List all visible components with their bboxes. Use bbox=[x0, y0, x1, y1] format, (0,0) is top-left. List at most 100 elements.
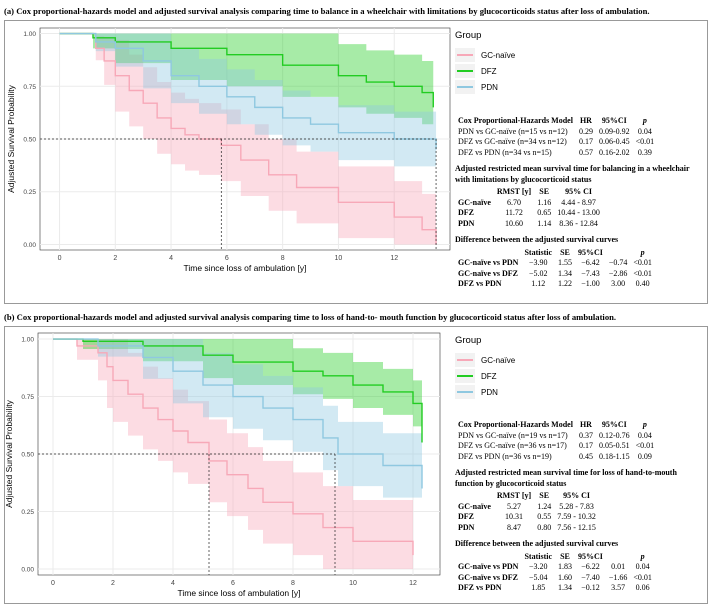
header-cell: 95% CI bbox=[563, 491, 590, 500]
table-cell: GC-naïve vs PDN bbox=[458, 562, 519, 571]
table-row: DFZ 10.31 0.55 7.59 - 10.32 bbox=[455, 512, 599, 523]
table-cell: 0.17 bbox=[578, 137, 593, 146]
table-cell: 0.29 bbox=[578, 126, 593, 136]
table-cell: <0.01 bbox=[635, 137, 655, 146]
table-cell: 0.80 bbox=[537, 522, 552, 532]
header-cell: p bbox=[640, 247, 645, 257]
survival-curve-0 bbox=[53, 338, 414, 556]
table-cell: 1.34 bbox=[558, 583, 573, 592]
table-cell: PDN bbox=[458, 218, 475, 228]
table-cell: 8.36 - 12.84 bbox=[559, 218, 598, 228]
ci-band-0 bbox=[59, 33, 437, 245]
rmst-table: RMST [y] SE 95% CI GC-naïve 5.27 1.24 5.28 - 7… bbox=[455, 491, 599, 533]
legend-a: Group GC-naïve DFZ PDN bbox=[455, 30, 515, 95]
header-cell bbox=[455, 552, 521, 563]
header-cell: SE bbox=[539, 187, 550, 196]
table-header: RMST [y] SE 95% CI bbox=[455, 187, 603, 198]
table-cell: DFZ bbox=[458, 208, 474, 217]
ci-band-2 bbox=[53, 339, 422, 521]
table-row: GC-naïve vs DFZ −5.04 1.60 −7.40 −1.66 <0.01 bbox=[455, 573, 655, 584]
x-tick-label: 2 bbox=[113, 255, 117, 262]
table-cell: PDN bbox=[458, 522, 475, 532]
y-tick-label: 0.75 bbox=[23, 84, 36, 91]
table-cell: 0.17 bbox=[578, 441, 593, 450]
table-cell: 0.40 bbox=[635, 279, 650, 288]
table-cell: 0.01 bbox=[611, 562, 626, 571]
table-cell: 0.39 bbox=[637, 147, 652, 157]
table-cell: 0.09-0.92 bbox=[598, 126, 630, 136]
table-cell: −0.12 bbox=[581, 583, 600, 592]
table-header: Cox Proportional-Hazards Model HR 95%CI p bbox=[455, 116, 657, 127]
y-axis-label: Adjusted Survival Probability bbox=[4, 399, 14, 507]
header-cell: 95%CI bbox=[578, 551, 603, 561]
table-cell: 10.31 bbox=[505, 512, 524, 521]
table-cell: −1.66 bbox=[608, 572, 628, 582]
table-cell: 0.16-2.02 bbox=[598, 147, 630, 157]
table-row: DFZ vs GC-naïve (n=36 vs n=17) 0.17 0.05-0… bbox=[455, 441, 657, 452]
ci-band-1 bbox=[59, 33, 434, 139]
table-cell: GC-naïve vs DFZ bbox=[458, 268, 518, 278]
survival-curve-1 bbox=[59, 32, 434, 108]
rmst-table: RMST [y] SE 95% CI GC-naïve 6.70 1.16 4.44 - 8… bbox=[455, 187, 603, 229]
panel-a bbox=[4, 20, 708, 304]
y-tick-label: 1.00 bbox=[23, 31, 36, 38]
y-tick-label: 0.50 bbox=[21, 452, 34, 459]
stats-tables-a: Cox Proportional-Hazards Model HR 95%CI p PD… bbox=[455, 116, 705, 290]
header-cell bbox=[455, 248, 521, 259]
survival-curve-2 bbox=[59, 32, 437, 150]
table-header: RMST [y] SE 95% CI bbox=[455, 491, 599, 502]
table-cell: 1.12 bbox=[531, 279, 546, 288]
ci-band-2 bbox=[59, 33, 437, 177]
table-cell: 5.28 - 7.83 bbox=[559, 501, 594, 511]
header-cell bbox=[606, 248, 631, 259]
x-axis-label: Time since loss of ambulation [y] bbox=[184, 263, 307, 273]
header-cell: 95%CI bbox=[601, 420, 627, 429]
y-tick-label: 0.00 bbox=[21, 566, 34, 573]
panel-b bbox=[4, 326, 708, 604]
table-cell: 0.55 bbox=[537, 512, 552, 521]
table-row: DFZ vs PDN 1.85 1.34 −0.12 3.57 0.06 bbox=[455, 583, 655, 594]
table-cell: <0.01 bbox=[633, 268, 652, 278]
y-tick-label: 1.00 bbox=[21, 337, 34, 344]
y-axis-label: Adjusted Survival Probability bbox=[6, 84, 16, 192]
legend-item: DFZ bbox=[455, 63, 515, 79]
table-row: GC-naïve vs PDN −3.90 1.55 −6.42 −0.74 <0.01 bbox=[455, 258, 655, 269]
table-cell: 0.04 bbox=[637, 126, 652, 136]
table-cell: −2.86 bbox=[608, 268, 628, 278]
table-cell: 1.34 bbox=[558, 268, 573, 278]
table-row: GC-naïve 6.70 1.16 4.44 - 8.97 bbox=[455, 198, 603, 209]
table-cell: DFZ vs GC-naïve (n=34 vs n=12) bbox=[458, 137, 567, 146]
table-row: GC-naïve vs DFZ −5.02 1.34 −7.43 −2.86 <0.01 bbox=[455, 269, 655, 280]
x-axis-label: Time since loss of ambulation [y] bbox=[178, 588, 301, 598]
legend-item: PDN bbox=[455, 79, 515, 95]
x-tick-label: 0 bbox=[51, 580, 55, 587]
header-cell: 95% CI bbox=[565, 187, 592, 196]
table-cell: 0.45 bbox=[578, 451, 593, 461]
y-tick-label: 0.00 bbox=[23, 242, 36, 249]
diff-title: Difference between the adjusted survival… bbox=[455, 539, 619, 548]
header-cell: Cox Proportional-Hazards Model bbox=[458, 420, 573, 429]
legend-item: GC-naïve bbox=[455, 352, 515, 368]
table-cell: −1.00 bbox=[581, 279, 600, 288]
header-cell: p bbox=[640, 551, 645, 561]
panel-label: (b) bbox=[4, 312, 15, 322]
table-cell: 1.83 bbox=[558, 562, 573, 571]
table-cell: DFZ vs PDN bbox=[458, 279, 502, 288]
table-header: Cox Proportional-Hazards Model HR 95%CI p bbox=[455, 420, 657, 431]
table-row: PDN 10.60 1.14 8.36 - 12.84 bbox=[455, 219, 603, 230]
table-cell: 4.44 - 8.97 bbox=[561, 197, 596, 207]
table-cell: 1.16 bbox=[537, 197, 552, 207]
cox-table: Cox Proportional-Hazards Model HR 95%CI p PD… bbox=[455, 116, 657, 158]
table-cell: 5.27 bbox=[507, 501, 522, 511]
table-cell: GC-naïve vs PDN bbox=[458, 258, 519, 267]
header-cell: HR bbox=[579, 116, 592, 125]
header-cell: p bbox=[642, 116, 647, 125]
table-cell: 0.18-1.15 bbox=[598, 451, 630, 461]
diff-table: Statistic SE 95%CI p GC-naïve vs PDN −3.90 1.5… bbox=[455, 248, 655, 290]
table-cell: −5.02 bbox=[528, 268, 548, 278]
panel-title-text: Cox proportional-hazards model and adjus… bbox=[16, 312, 617, 322]
table-row: DFZ vs GC-naïve (n=34 vs n=12) 0.17 0.06-0… bbox=[455, 137, 657, 148]
table-cell: 1.22 bbox=[558, 279, 573, 288]
table-cell: 10.60 bbox=[505, 218, 524, 228]
table-cell: 1.55 bbox=[558, 258, 573, 267]
